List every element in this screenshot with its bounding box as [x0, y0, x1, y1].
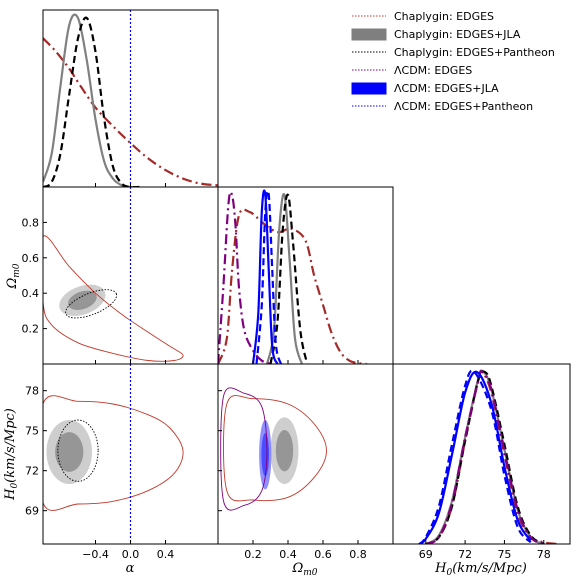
legend-entry-lambdacdm-edges-jla: ΛCDM: EDGES+JLA: [351, 82, 499, 95]
x-axis-label-omega: Ωm0: [291, 561, 317, 578]
y-tick-label-om: 0.2: [22, 323, 40, 336]
contour-alpha-om-chaplygin-edges: [43, 235, 184, 362]
panel-frame-p21: [217, 363, 394, 545]
contour-alpha-h0-chaplygin-edges-jla-inner: [55, 432, 84, 472]
legend-entry-chaplygin-edges: Chaplygin: EDGES: [352, 10, 494, 23]
legend-swatch-chaplygin-edges-jla: [351, 28, 387, 41]
legend-label-chaplygin-edges-pantheon: Chaplygin: EDGES+Pantheon: [394, 46, 555, 59]
marginal-om-chaplygin-edges-pantheon: [269, 193, 309, 364]
legend: Chaplygin: EDGES Chaplygin: EDGES+JLA Chap…: [351, 10, 555, 113]
line-contours-and-curves: [43, 10, 558, 544]
y-tick-label-om: 0.4: [22, 287, 40, 300]
x-tick-label-alpha: 0.4: [157, 548, 175, 561]
x-axis-label-alpha: α: [126, 561, 135, 576]
contour-om-h0-chaplygin-edges: [223, 395, 327, 502]
y-axis-label-h0: H0(km/s/Mpc): [3, 408, 20, 501]
marginal-om-lambdacdm-edges: [218, 190, 271, 364]
marginal-h0-lambdacdm-edges-jla: [418, 370, 532, 544]
axis-ticks: −0.4 0.0 0.4 0.2 0.4 0.6 0.8 69 72 75 78 0.2 0.4 0.6 0…: [22, 183, 551, 561]
legend-label-lambdacdm-edges-pantheon: ΛCDM: EDGES+Pantheon: [394, 100, 533, 113]
y-tick-label-h0: 78: [25, 385, 39, 398]
contour-om-h0-chaplygin-edges-jla-inner: [275, 430, 294, 472]
y-tick-label-om: 0.6: [22, 252, 40, 265]
x-tick-label-om: 0.6: [314, 548, 332, 561]
marginal-alpha-chaplygin-edges-jla: [43, 13, 140, 187]
y-tick-label-om: 0.8: [22, 216, 40, 229]
marginal-om-lambdacdm-edges-jla: [251, 189, 279, 364]
contour-alpha-om-chaplygin-edges-pantheon: [65, 289, 118, 319]
marginal-h0-chaplygin-edges-jla: [425, 369, 545, 544]
marginal-h0-chaplygin-edges: [425, 369, 558, 544]
x-tick-label-om: 0.2: [244, 548, 262, 561]
y-tick-label-h0: 69: [25, 505, 39, 518]
y-axis-label-omega: Ωm0: [5, 263, 22, 289]
x-axis-label-h0: H0(km/s/Mpc): [434, 561, 527, 578]
x-tick-label-alpha: −0.4: [82, 548, 109, 561]
panel-frame-p11: [217, 186, 394, 365]
x-tick-label-h0: 72: [458, 548, 472, 561]
x-tick-label-h0: 75: [497, 548, 511, 561]
contour-alpha-om-chaplygin-edges-jla-inner: [68, 290, 97, 310]
panel-frame-p22: [392, 363, 571, 545]
y-tick-label-h0: 72: [25, 465, 39, 478]
marginal-om-chaplygin-edges: [218, 208, 367, 364]
legend-swatch-lambdacdm-edges-jla: [351, 82, 387, 95]
x-tick-label-alpha: 0.0: [122, 548, 140, 561]
contour-om-h0-lambdacdm-edges-jla-inner: [261, 433, 270, 477]
x-tick-label-om: 0.8: [349, 548, 367, 561]
x-tick-label-h0: 78: [537, 548, 551, 561]
legend-entry-chaplygin-edges-jla: Chaplygin: EDGES+JLA: [351, 28, 521, 41]
marginal-h0-chaplygin-edges-pantheon: [425, 370, 545, 544]
legend-label-chaplygin-edges-jla: Chaplygin: EDGES+JLA: [394, 28, 521, 41]
contour-alpha-h0-chaplygin-edges-pantheon: [57, 419, 99, 482]
contour-alpha-h0-chaplygin-edges: [43, 395, 184, 511]
x-tick-label-om: 0.4: [279, 548, 297, 561]
x-tick-label-h0: 69: [419, 548, 433, 561]
legend-entry-chaplygin-edges-pantheon: Chaplygin: EDGES+Pantheon: [352, 46, 555, 59]
filled-contours: [46, 284, 299, 490]
legend-entry-lambdacdm-edges-pantheon: ΛCDM: EDGES+Pantheon: [352, 100, 533, 113]
marginal-om-lambdacdm-edges-pantheon: [255, 189, 283, 364]
marginal-h0-lambdacdm-edges-pantheon: [418, 369, 532, 544]
contour-om-h0-lambdacdm-edges: [220, 387, 268, 511]
legend-label-lambdacdm-edges: ΛCDM: EDGES: [394, 64, 472, 77]
marginal-alpha-chaplygin-edges-pantheon: [43, 16, 140, 187]
legend-entry-lambdacdm-edges: ΛCDM: EDGES: [352, 64, 472, 77]
legend-label-lambdacdm-edges-jla: ΛCDM: EDGES+JLA: [394, 82, 499, 95]
marginal-alpha-chaplygin-edges: [43, 37, 218, 187]
legend-label-chaplygin-edges: Chaplygin: EDGES: [394, 10, 494, 23]
marginal-h0-lambdacdm-edges: [425, 370, 545, 544]
y-tick-label-h0: 75: [25, 425, 39, 438]
